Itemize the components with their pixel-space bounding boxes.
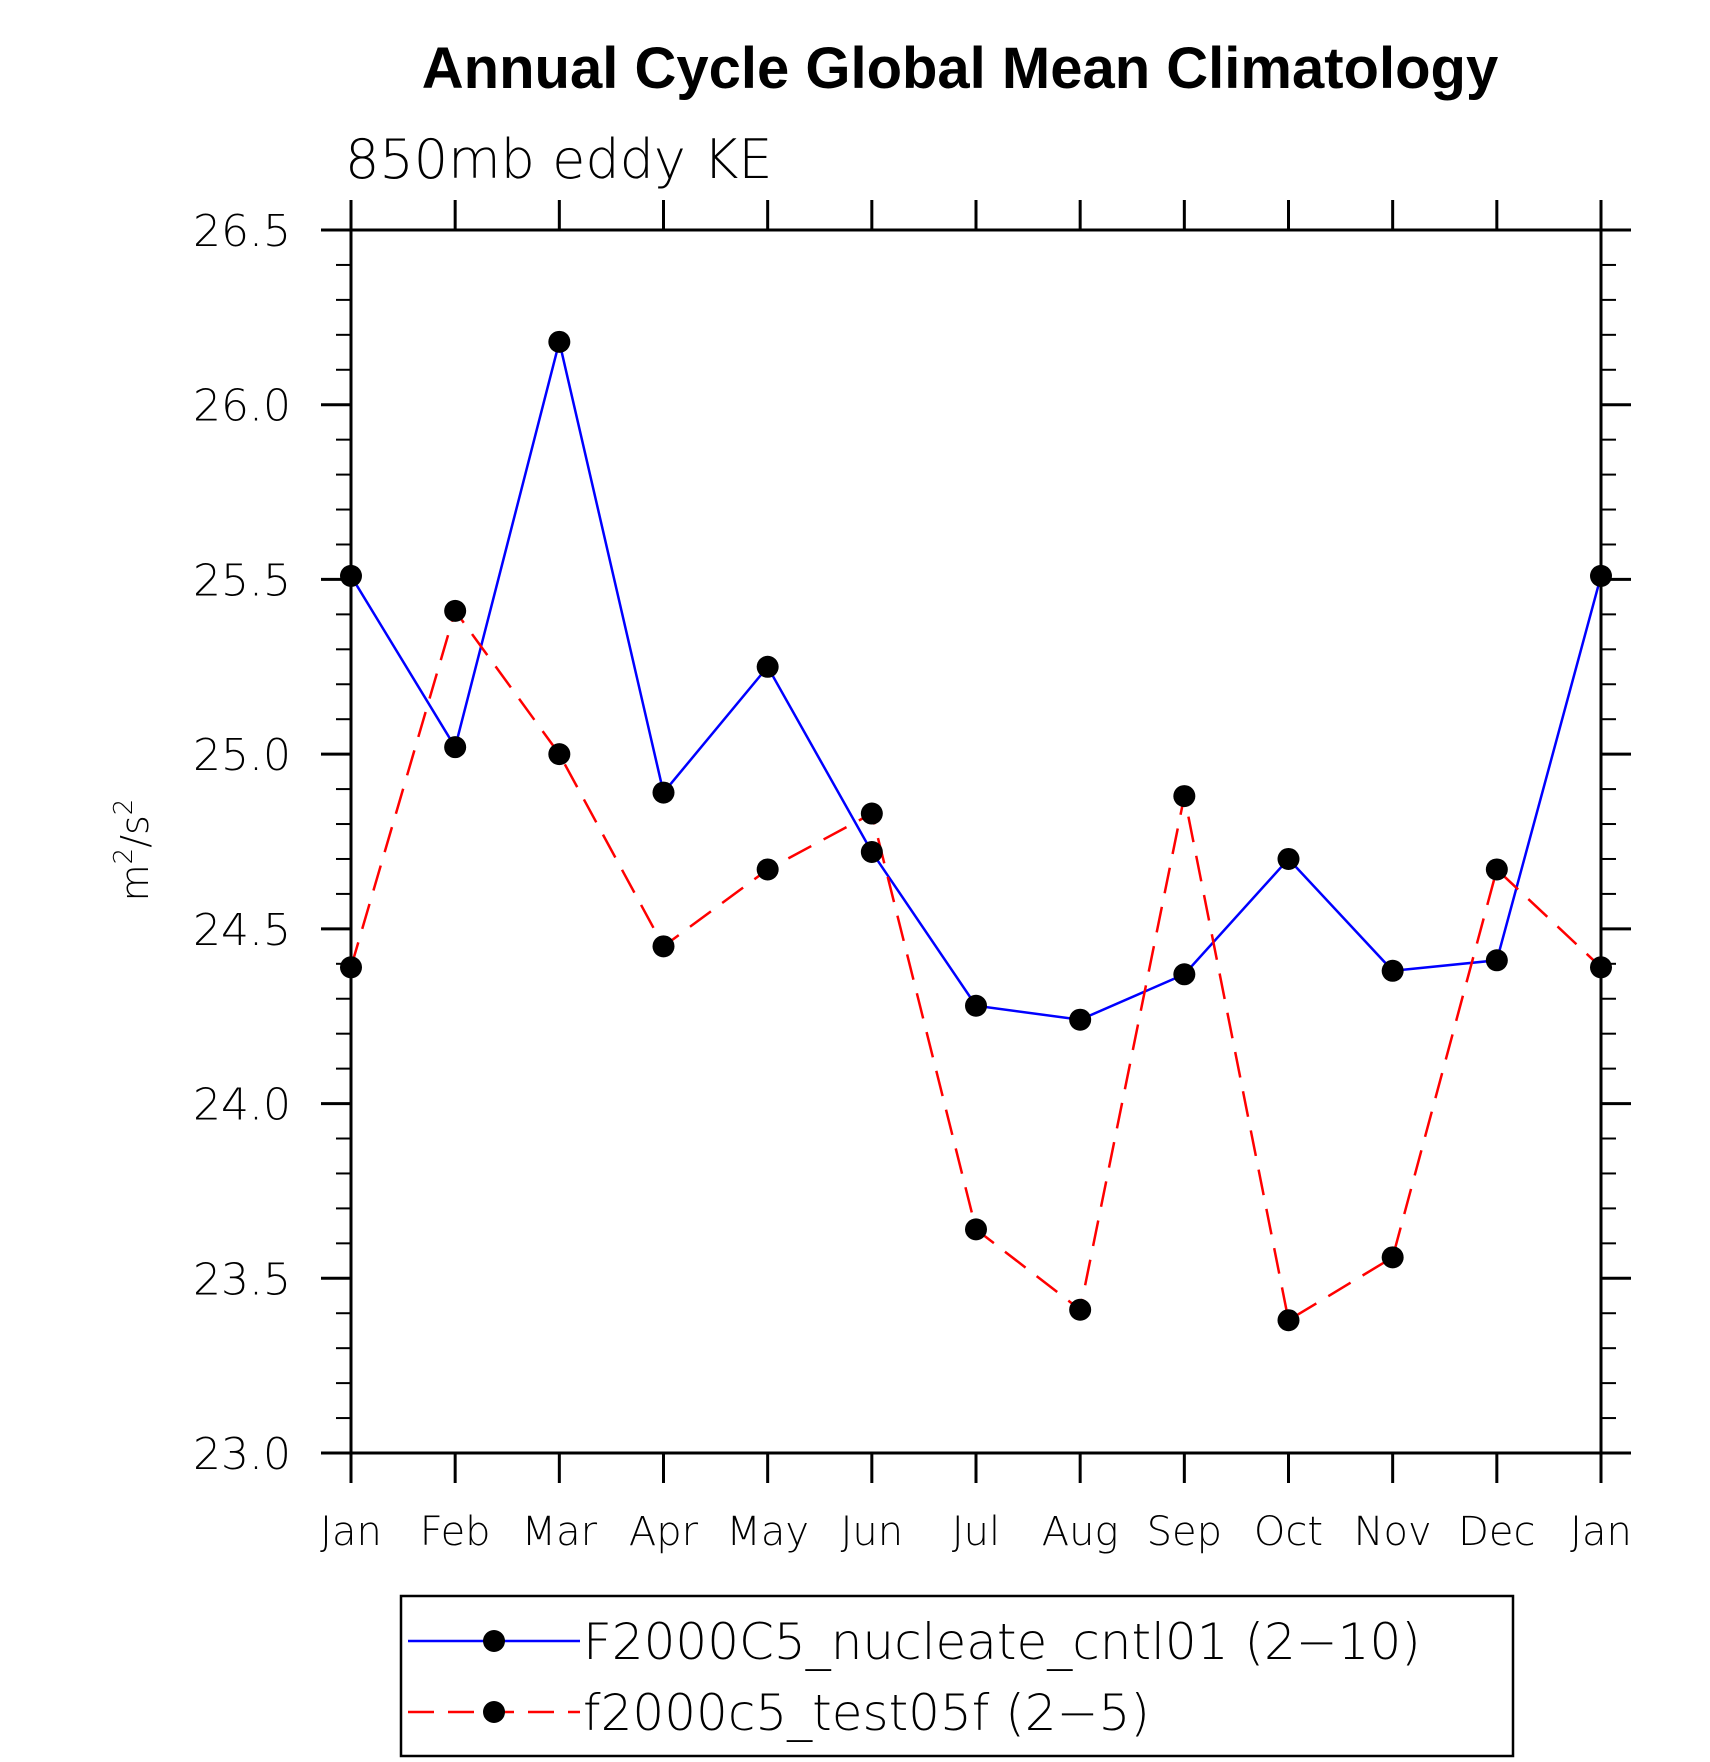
series-1-point bbox=[652, 781, 675, 804]
series-1-point bbox=[340, 564, 362, 587]
x-tick-label: Jul bbox=[952, 1509, 1000, 1555]
series-2-point bbox=[444, 599, 467, 622]
legend-box bbox=[399, 1594, 1515, 1758]
y-tick-label: 26.5 bbox=[193, 206, 291, 257]
x-tick-label: Aug bbox=[1042, 1509, 1119, 1555]
series-2-point bbox=[548, 743, 571, 766]
series-1-point bbox=[444, 736, 467, 759]
legend-marker-2 bbox=[483, 1701, 505, 1723]
x-tick-labels: Jan Feb Mar Apr May Jun Jul Aug Sep Oct Nov Dec Jan bbox=[320, 1509, 1632, 1555]
series-2-point bbox=[860, 802, 883, 825]
series-1-point bbox=[1277, 847, 1300, 870]
series-2-point bbox=[1069, 1298, 1092, 1321]
legend: F2000C5_nucleate_cntl01 (2−10) f2000c5_te… bbox=[399, 1594, 1515, 1758]
series-1-point bbox=[1173, 963, 1196, 986]
series-1-point bbox=[756, 655, 779, 678]
series-1-point bbox=[1485, 949, 1508, 972]
x-tick-label: Apr bbox=[629, 1509, 699, 1555]
y-tick-label: 23.0 bbox=[193, 1429, 291, 1480]
series-1-point bbox=[1381, 959, 1404, 982]
y-tick-label: 24.0 bbox=[193, 1080, 291, 1131]
series-2-point bbox=[1381, 1246, 1404, 1269]
x-tick-label: Feb bbox=[420, 1509, 491, 1555]
series-2-point bbox=[756, 858, 779, 881]
series-2-point bbox=[340, 956, 362, 979]
y-tick-label: 25.0 bbox=[193, 730, 291, 781]
y-tick-label: 23.5 bbox=[193, 1254, 291, 1305]
series-2-point bbox=[1590, 956, 1612, 979]
y-tick-label: 24.5 bbox=[193, 905, 291, 956]
y-axis-label: m2/s2 bbox=[109, 799, 157, 902]
series-1-point bbox=[1069, 1008, 1092, 1031]
chart-subtitle: 850mb eddy KE bbox=[345, 128, 773, 191]
y-tick-labels: 23.0 23.5 24.0 24.5 25.0 25.5 26.0 26.5 bbox=[193, 206, 291, 1480]
x-tick-label: Nov bbox=[1354, 1509, 1432, 1555]
x-tick-label: May bbox=[726, 1509, 809, 1555]
series-2-point bbox=[1173, 785, 1196, 808]
x-tick-label: Mar bbox=[522, 1509, 598, 1555]
legend-marker-1 bbox=[483, 1630, 505, 1652]
series-1-point bbox=[1590, 564, 1612, 587]
x-tick-label: Jun bbox=[841, 1509, 904, 1555]
y-tick-label: 25.5 bbox=[193, 555, 291, 606]
x-tick-label: Jan bbox=[1570, 1509, 1632, 1555]
series-line-2 bbox=[349, 608, 1602, 1323]
series-2-point bbox=[1277, 1309, 1300, 1332]
x-tick-label: Sep bbox=[1147, 1509, 1222, 1555]
series-2-point bbox=[1485, 858, 1508, 881]
series-line-1 bbox=[349, 341, 1603, 1021]
plot-frame bbox=[349, 228, 1603, 1455]
x-tick-label: Jan bbox=[320, 1509, 382, 1555]
legend-label-1: F2000C5_nucleate_cntl01 (2−10) bbox=[583, 1613, 1421, 1671]
series-1-point bbox=[965, 994, 987, 1017]
series-group bbox=[340, 330, 1612, 1332]
series-1-point bbox=[548, 330, 571, 353]
series-1-point bbox=[860, 840, 883, 863]
plot-axes bbox=[349, 228, 1603, 1455]
x-tick-label: Dec bbox=[1458, 1509, 1535, 1555]
x-tick-label: Oct bbox=[1254, 1509, 1323, 1555]
series-2-point bbox=[965, 1218, 987, 1241]
chart-title: Annual Cycle Global Mean Climatology bbox=[422, 36, 1498, 101]
series-2-point bbox=[652, 935, 675, 958]
y-tick-label: 26.0 bbox=[193, 381, 291, 432]
legend-label-2: f2000c5_test05f (2−5) bbox=[583, 1684, 1150, 1742]
axis-ticks bbox=[321, 200, 1631, 1483]
